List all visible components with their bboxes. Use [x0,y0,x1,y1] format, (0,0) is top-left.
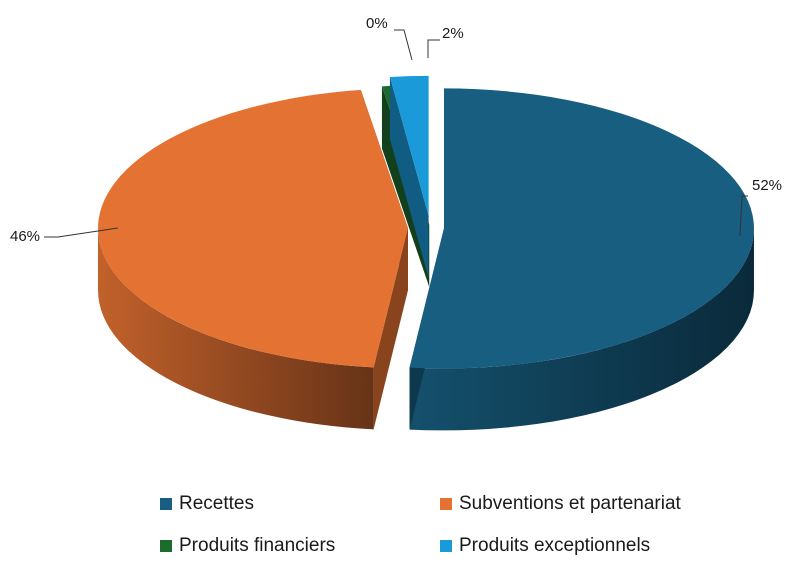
data-label-produits-exceptionnels: 2% [442,25,464,42]
pie-top-recettes [409,88,754,369]
data-label-recettes: 52% [752,177,782,194]
data-label-subventions-et-partenariat: 46% [10,228,40,245]
pie-top-produits-exceptionnels [389,75,429,216]
pie-slice-produits-exceptionnels [389,75,429,278]
data-label-produits-financiers: 0% [366,15,388,32]
leader-line-produits-financiers [394,29,413,61]
leader-line-recettes [739,195,748,237]
leader-line-subventions-et-partenariat [44,227,119,238]
pie-slice-recettes [409,88,754,431]
pie-wall-subventions-et-partenariat-0 [373,228,409,430]
leader-line-produits-exceptionnels [427,39,440,58]
pie-wall-produits-exceptionnels-0 [389,77,429,278]
pie-rim-recettes [409,228,754,431]
pie-slice-subventions-et-partenariat [98,89,409,430]
pie-top-subventions-et-partenariat [98,89,409,368]
pie-rim-subventions-et-partenariat [98,228,374,430]
